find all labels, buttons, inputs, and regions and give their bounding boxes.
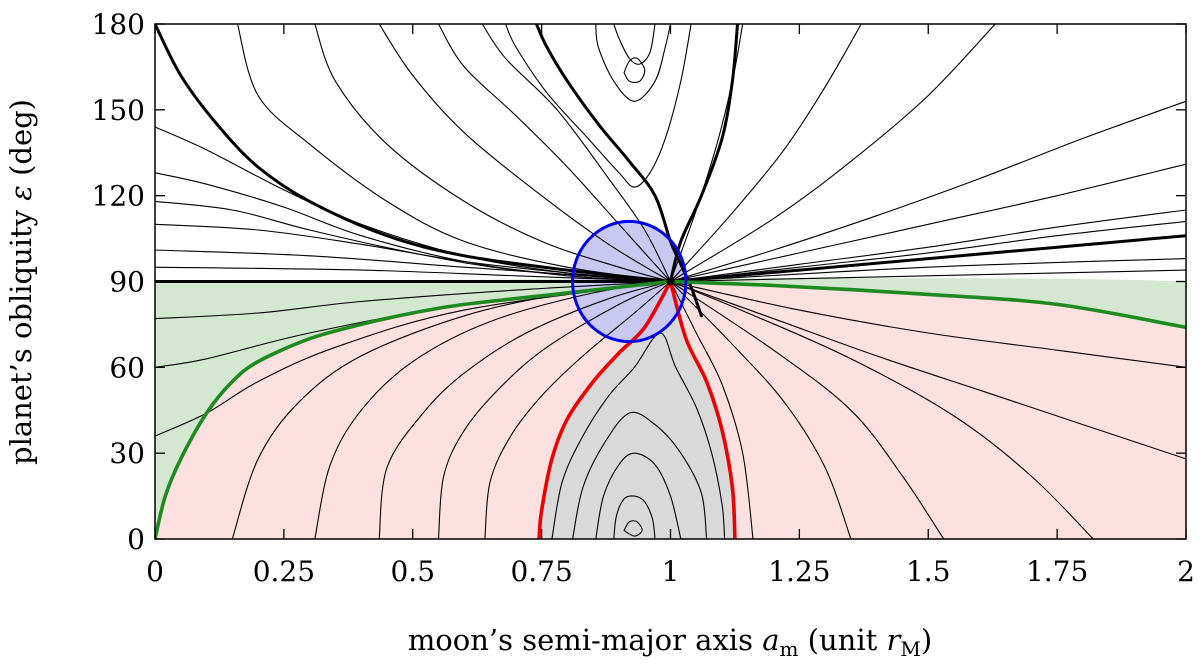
x-tick-label: 1.75: [1026, 555, 1088, 588]
y-tick-label: 150: [92, 94, 145, 127]
x-tick-label: 1.5: [906, 555, 951, 588]
y-tick-label: 90: [109, 266, 145, 299]
y-tick-label: 60: [109, 351, 145, 384]
y-tick-label: 30: [109, 437, 145, 470]
y-tick-label: 120: [92, 180, 145, 213]
y-axis-title: planet’s obliquity ε (deg): [4, 99, 38, 465]
x-axis-title: moon’s semi-major axis am (unit rM): [408, 623, 932, 661]
x-tick-label: 0: [146, 555, 164, 588]
x-tick-label: 0.25: [253, 555, 315, 588]
y-tick-label: 0: [127, 523, 145, 556]
x-tick-label: 0.5: [390, 555, 435, 588]
x-tick-label: 1.25: [768, 555, 830, 588]
singular-point: [667, 278, 675, 286]
x-tick-label: 0.75: [510, 555, 572, 588]
x-tick-label: 1: [662, 555, 680, 588]
x-tick-label: 2: [1177, 555, 1195, 588]
y-tick-label: 180: [92, 8, 145, 41]
